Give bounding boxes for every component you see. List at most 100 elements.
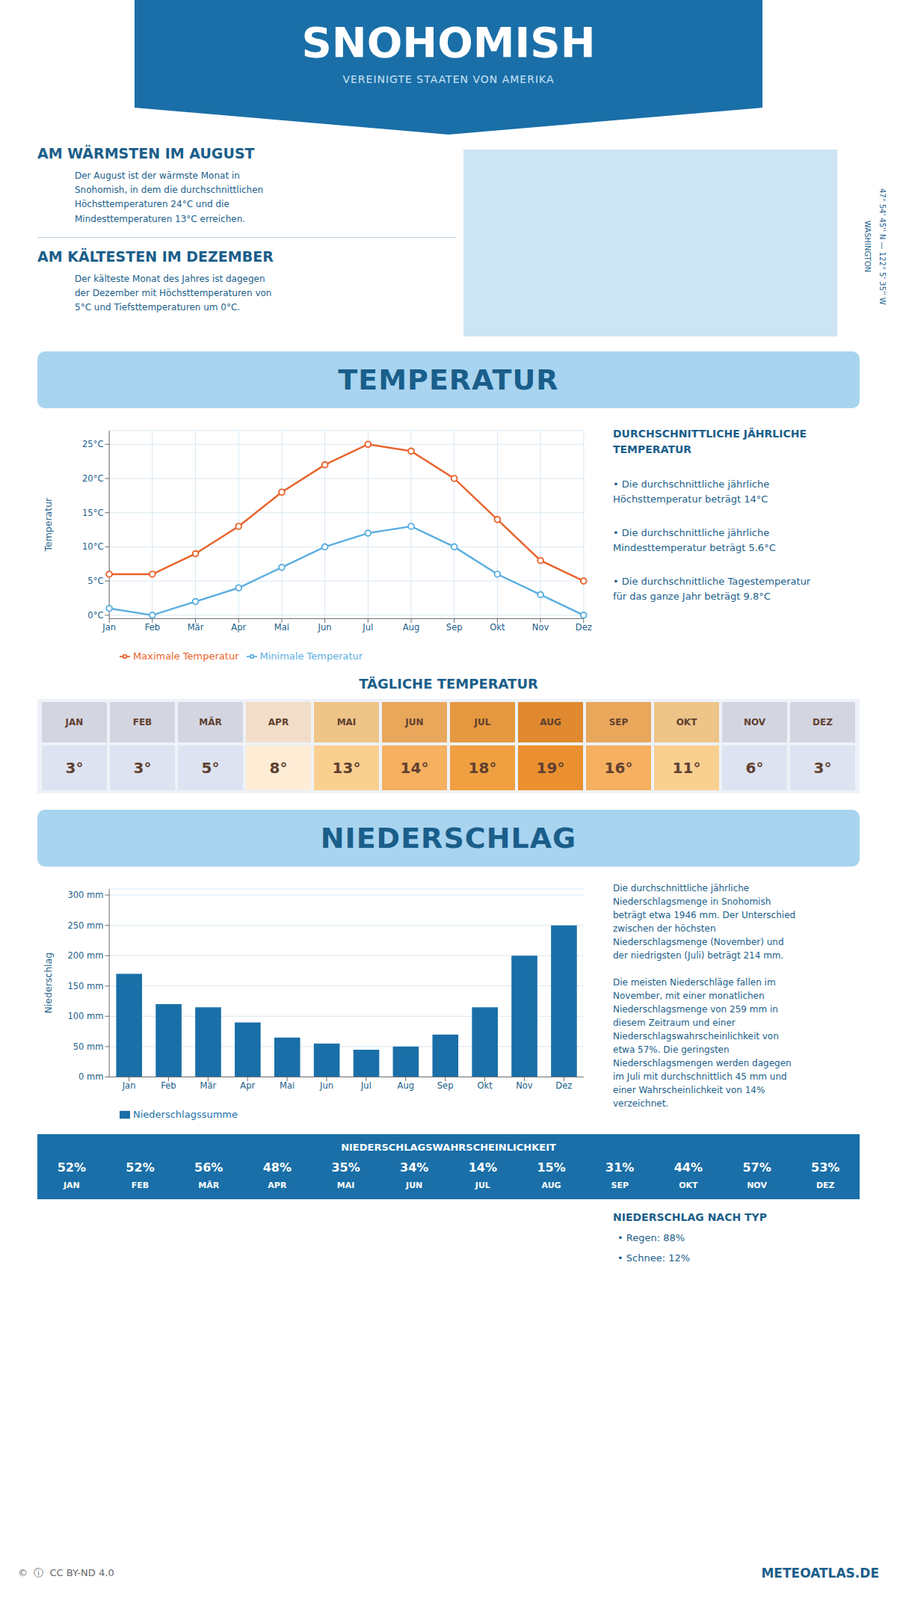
html-text:3°: 3° (133, 758, 152, 777)
html-text:• Die durchschnittliche jährli: • Die durchschnittliche jährliche Mindes… (612, 526, 776, 553)
svg-text:Mär: Mär (187, 621, 205, 633)
html-text:APR: APR (268, 716, 289, 728)
html-text:JUN: JUN (405, 716, 424, 728)
svg-text:Sep: Sep (437, 1080, 454, 1091)
html-text:• Regen: 88%: • Regen: 88% (617, 1231, 685, 1244)
html-text:48%: 48% (262, 1160, 292, 1175)
html-text:VEREINIGTE STAATEN VON AMERIKA: VEREINIGTE STAATEN VON AMERIKA (342, 72, 555, 85)
svg-text:Temperatur: Temperatur (42, 497, 54, 553)
html-text:Niederschlagssumme: Niederschlagssumme (133, 1108, 238, 1120)
html-text:3°: 3° (813, 758, 832, 777)
svg-text:Jun: Jun (319, 1080, 334, 1091)
html-text:52%: 52% (125, 1160, 155, 1175)
html-text:Maximale Temperatur: Maximale Temperatur (133, 649, 239, 662)
svg-text:Mai: Mai (274, 621, 290, 633)
svg-text:Jan: Jan (121, 1080, 137, 1091)
html-text:NIEDERSCHLAG: NIEDERSCHLAG (320, 821, 577, 855)
html-text:TÄGLICHE TEMPERATUR: TÄGLICHE TEMPERATUR (358, 675, 539, 692)
html-text:• Schnee: 12%: • Schnee: 12% (617, 1252, 691, 1264)
html-text:Der kälteste Monat des Jahres: Der kälteste Monat des Jahres ist dagege… (74, 273, 272, 313)
html-text:NOV: NOV (743, 716, 766, 728)
svg-text:Apr: Apr (239, 1080, 255, 1091)
svg-text:Okt: Okt (476, 1080, 493, 1091)
svg-text:Sep: Sep (446, 621, 463, 633)
html-text:MAI: MAI (336, 716, 357, 728)
html-text:FEB: FEB (132, 716, 152, 728)
html-text:13°: 13° (332, 758, 361, 777)
html-text:JUL: JUL (474, 716, 491, 728)
html-text:47° 54' 45'' N — 122° 5' 35'': 47° 54' 45'' N — 122° 5' 35'' W WASHINGT… (863, 188, 887, 305)
html-text:• Die durchschnittliche jährli: • Die durchschnittliche jährliche Höchst… (612, 478, 770, 505)
svg-text:150 mm: 150 mm (67, 980, 104, 992)
html-text:56%: 56% (194, 1160, 223, 1175)
html-text:15%: 15% (537, 1160, 566, 1175)
html-text:TEMPERATUR: TEMPERATUR (338, 363, 559, 397)
svg-text:Nov: Nov (532, 621, 550, 633)
html-text:MÄR: MÄR (199, 716, 222, 728)
html-text:3°: 3° (65, 758, 84, 777)
html-text:11°: 11° (672, 758, 701, 777)
html-text:14°: 14° (400, 758, 429, 777)
html-text:Der August ist der wärmste Mon: Der August ist der wärmste Monat in Snoh… (74, 170, 264, 224)
svg-text:Jul: Jul (360, 1080, 372, 1091)
svg-text:250 mm: 250 mm (67, 920, 104, 931)
html-text:AM WÄRMSTEN IM AUGUST: AM WÄRMSTEN IM AUGUST (37, 145, 255, 162)
svg-text:Niederschlag: Niederschlag (42, 952, 54, 1014)
html-text:METEOATLAS.DE: METEOATLAS.DE (761, 1565, 880, 1581)
svg-text:Dez: Dez (555, 1080, 572, 1091)
svg-text:Jul: Jul (361, 621, 374, 633)
html-text:NIEDERSCHLAG NACH TYP: NIEDERSCHLAG NACH TYP (612, 1210, 767, 1223)
svg-text:Aug: Aug (402, 621, 421, 633)
svg-text:10°C: 10°C (82, 541, 104, 552)
html-text:34%: 34% (399, 1160, 429, 1175)
svg-text:300 mm: 300 mm (67, 889, 104, 900)
svg-text:Aug: Aug (397, 1080, 415, 1091)
html-text:JAN: JAN (65, 716, 84, 728)
svg-text:5°C: 5°C (87, 575, 104, 587)
svg-text:0 mm: 0 mm (78, 1071, 104, 1083)
html-text:• Die durchschnittliche Tagest: • Die durchschnittliche Tagestemperatur … (612, 575, 811, 602)
html-text:52%: 52% (57, 1160, 86, 1175)
html-text:8°: 8° (269, 758, 288, 777)
html-text:DEZ: DEZ (812, 716, 833, 728)
html-text:SNOHOMISH: SNOHOMISH (301, 17, 596, 67)
html-text:6°: 6° (745, 758, 764, 777)
svg-text:Jun: Jun (317, 621, 332, 633)
html-text:AUG: AUG (539, 716, 562, 728)
svg-text:Dez: Dez (575, 621, 593, 633)
html-text:18°: 18° (468, 758, 497, 777)
svg-text:20°C: 20°C (82, 473, 104, 484)
svg-text:Apr: Apr (230, 621, 246, 633)
html-text:NIEDERSCHLAGSWAHRSCHEINLICHKEI: NIEDERSCHLAGSWAHRSCHEINLICHKEIT (340, 1141, 557, 1153)
html-text:35%: 35% (331, 1160, 361, 1175)
html-text:16°: 16° (604, 758, 633, 777)
svg-text:Feb: Feb (160, 1080, 176, 1091)
html-text:53%: 53% (811, 1160, 840, 1175)
svg-text:Mär: Mär (199, 1080, 217, 1091)
html-text:19°: 19° (536, 758, 565, 777)
html-text:14%: 14% (468, 1160, 498, 1175)
html-text:31%: 31% (605, 1160, 635, 1175)
svg-text:Jan: Jan (101, 621, 116, 633)
svg-text:100 mm: 100 mm (67, 1010, 104, 1022)
svg-text:15°C: 15°C (82, 507, 104, 519)
html-text:44%: 44% (674, 1160, 703, 1175)
svg-text:Okt: Okt (489, 621, 506, 633)
svg-text:25°C: 25°C (82, 438, 104, 450)
html-text:57%: 57% (742, 1160, 772, 1175)
svg-text:Mai: Mai (279, 1080, 295, 1091)
svg-text:200 mm: 200 mm (67, 950, 104, 961)
html-text:OKT: OKT (676, 716, 697, 728)
svg-text:0°C: 0°C (87, 609, 104, 621)
html-text:5°: 5° (201, 758, 220, 777)
svg-text:Nov: Nov (515, 1080, 533, 1091)
html-text:Die durchschnittliche jährlich: Die durchschnittliche jährliche Niedersc… (612, 882, 796, 1109)
html-text:SEP: SEP (608, 716, 629, 728)
svg-text:Feb: Feb (145, 621, 160, 633)
svg-text:50 mm: 50 mm (73, 1041, 104, 1052)
html-text:AM KÄLTESTEN IM DEZEMBER: AM KÄLTESTEN IM DEZEMBER (37, 248, 274, 265)
html-text:JAN: JAN (63, 1180, 80, 1191)
html-text:© ⓘ CC BY-ND 4.0: © ⓘ CC BY-ND 4.0 (17, 1566, 115, 1578)
html-text:DURCHSCHNITTLICHE JÄHRLICHE TE: DURCHSCHNITTLICHE JÄHRLICHE TEMPERATUR (612, 427, 807, 456)
html-text:Minimale Temperatur: Minimale Temperatur (259, 649, 363, 662)
